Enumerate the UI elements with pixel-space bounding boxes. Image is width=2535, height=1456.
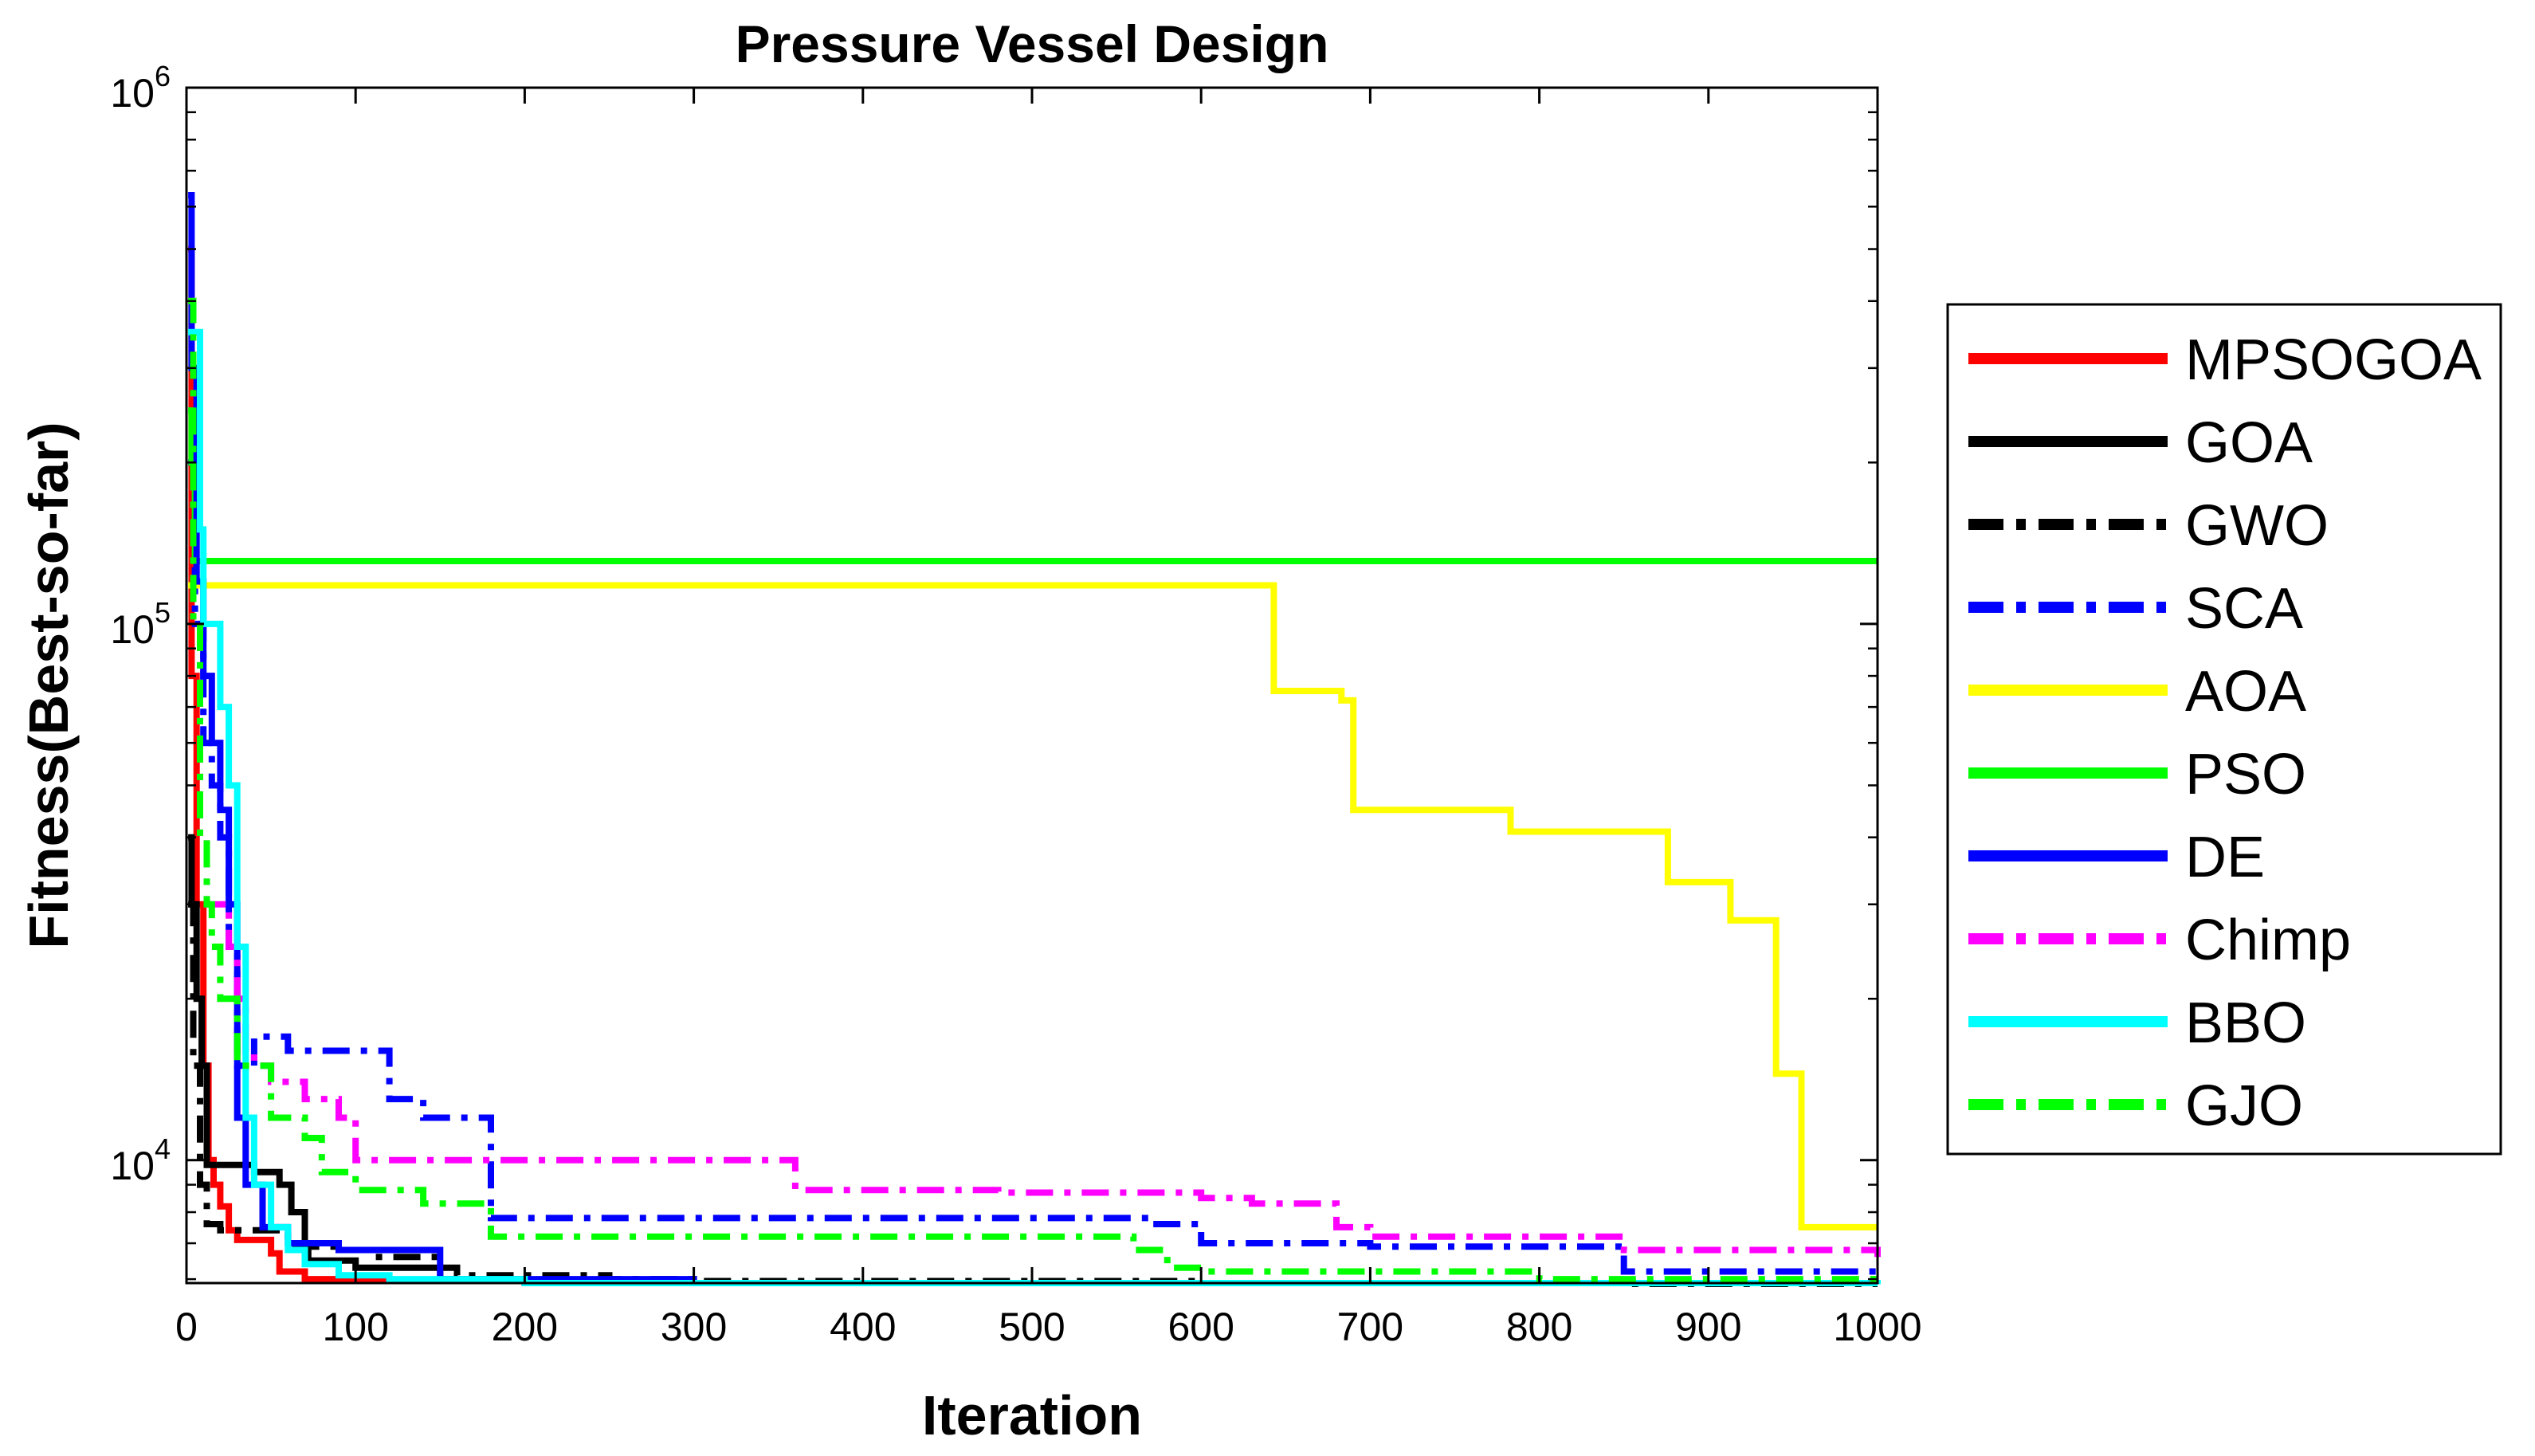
x-axis-label: Iteration: [922, 1384, 1142, 1446]
legend-label-aoa: AOA: [2185, 660, 2306, 724]
x-tick-label: 700: [1337, 1305, 1403, 1349]
series-line-chimp: [188, 297, 1881, 1258]
chart-title: Pressure Vessel Design: [736, 14, 1329, 73]
legend-label-chimp: Chimp: [2185, 909, 2351, 972]
y-tick-label: 106: [110, 60, 171, 116]
y-tick-label: 104: [110, 1132, 171, 1188]
x-tick-label: 0: [175, 1305, 198, 1349]
x-tick-label: 800: [1506, 1305, 1572, 1349]
y-tick-label: 105: [110, 596, 171, 652]
legend-label-gwo: GWO: [2185, 494, 2329, 558]
series-line-sca: [188, 459, 1878, 1275]
series-line-bbo: [188, 328, 1881, 1286]
legend: MPSOGOA GOA GWO SCA AOA PSO DE Chimp BBO GJO: [1946, 303, 2502, 1156]
x-tick-label: 300: [661, 1305, 727, 1349]
series-line-aoa: [188, 582, 1878, 1230]
legend-label-pso: PSO: [2185, 743, 2306, 806]
x-tick-label: 900: [1675, 1305, 1741, 1349]
plot-area: [186, 88, 1878, 1283]
x-tick-label: 400: [830, 1305, 896, 1349]
series-line-gjo: [188, 297, 1881, 1283]
legend-label-bbo: BBO: [2185, 991, 2306, 1055]
x-tick-label: 600: [1167, 1305, 1234, 1349]
legend-label-goa: GOA: [2185, 411, 2313, 475]
x-tick-label: 100: [322, 1305, 388, 1349]
legend-label-sca: SCA: [2185, 577, 2303, 641]
x-tick-label: 500: [999, 1305, 1065, 1349]
x-tick-label: 1000: [1833, 1305, 1921, 1349]
series-line-gwo: [188, 901, 1881, 1287]
y-axis-label: Fitness(Best-so-far): [18, 422, 80, 948]
x-tick-label: 200: [492, 1305, 558, 1349]
ticks-layer: 0 100 200 300 400 500 600 700 800 900 1000 104 105 10…: [110, 60, 1921, 1349]
legend-label-gjo: GJO: [2185, 1074, 2303, 1138]
legend-label-mpsogoa: MPSOGOA: [2185, 328, 2482, 392]
legend-label-de: DE: [2185, 826, 2265, 889]
